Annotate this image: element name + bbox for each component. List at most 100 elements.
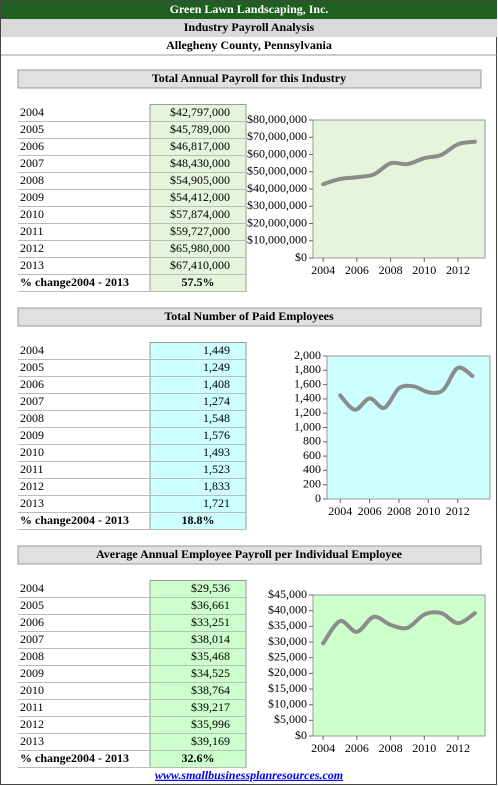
row-label: 2012 xyxy=(20,241,44,255)
value-column xyxy=(149,342,247,530)
row-label: 2009 xyxy=(20,428,44,442)
row-label: 2004 xyxy=(20,105,44,119)
y-tick-label: $45,000 xyxy=(268,587,307,601)
y-tick-label: 600 xyxy=(303,448,321,462)
section-title-box xyxy=(17,69,482,89)
row-label: 2011 xyxy=(20,700,44,714)
row-label: 2007 xyxy=(20,156,44,170)
y-tick-label: $50,000,000 xyxy=(247,164,307,178)
row-value: $54,412,000 xyxy=(170,190,230,204)
section-title: Total Number of Paid Employees xyxy=(164,309,334,323)
x-tick-label: 2004 xyxy=(311,263,335,277)
row-label: 2006 xyxy=(20,615,44,629)
row-label: 2009 xyxy=(20,190,44,204)
x-tick-label: 2012 xyxy=(446,741,470,755)
row-value: $38,764 xyxy=(191,683,230,697)
y-tick-label: 1,000 xyxy=(294,419,321,433)
y-tick-label: $10,000,000 xyxy=(247,233,307,247)
row-label: 2013 xyxy=(20,734,44,748)
company-name: Green Lawn Landscaping, Inc. xyxy=(170,2,329,16)
row-label: 2006 xyxy=(20,377,44,391)
y-tick-label: $5,000 xyxy=(274,712,307,726)
row-value: $36,661 xyxy=(191,598,230,612)
row-value: $33,251 xyxy=(191,615,230,629)
x-tick-label: 2010 xyxy=(412,263,436,277)
row-value: $57,874,000 xyxy=(170,207,230,221)
y-tick-label: $60,000,000 xyxy=(247,146,307,160)
y-tick-label: 1,400 xyxy=(294,391,321,405)
value-column xyxy=(149,580,247,768)
y-tick-label: $80,000,000 xyxy=(247,112,307,126)
y-tick-label: $40,000 xyxy=(268,602,307,616)
series-line xyxy=(321,610,477,646)
x-tick-label: 2006 xyxy=(358,504,382,518)
x-tick-label: 2004 xyxy=(328,504,352,518)
x-tick-label: 2010 xyxy=(412,741,436,755)
row-label: 2007 xyxy=(20,394,44,408)
x-tick-label: 2012 xyxy=(446,504,470,518)
row-label: 2012 xyxy=(20,479,44,493)
row-label: 2004 xyxy=(20,343,44,357)
y-tick-label: $30,000 xyxy=(268,634,307,648)
x-tick-label: 2006 xyxy=(345,263,369,277)
row-value: $48,430,000 xyxy=(170,156,230,170)
row-label: 2010 xyxy=(20,207,44,221)
row-label: % change2004 - 2013 xyxy=(20,513,129,527)
y-tick-label: $20,000,000 xyxy=(247,215,307,229)
section-title: Average Annual Employee Payroll per Indi… xyxy=(96,547,403,561)
row-label: 2007 xyxy=(20,632,44,646)
row-value: $59,727,000 xyxy=(170,224,230,238)
report-title: Industry Payroll Analysis xyxy=(184,20,315,34)
row-value: $35,468 xyxy=(191,649,230,663)
row-label: 2011 xyxy=(20,224,44,238)
y-tick-label: 1,200 xyxy=(294,405,321,419)
y-tick-label: 1,800 xyxy=(294,362,321,376)
row-value: 32.6% xyxy=(182,751,215,765)
x-tick-label: 2008 xyxy=(379,263,403,277)
section-title: Total Annual Payroll for this Industry xyxy=(152,71,346,85)
row-value: $39,217 xyxy=(191,700,230,714)
row-value: 1,408 xyxy=(203,377,230,391)
row-value: 1,493 xyxy=(203,445,230,459)
x-tick-label: 2006 xyxy=(345,741,369,755)
plot-area xyxy=(312,594,486,737)
row-value: $65,980,000 xyxy=(170,241,230,255)
row-label: 2010 xyxy=(20,445,44,459)
row-label: 2009 xyxy=(20,666,44,680)
y-tick-label: $25,000 xyxy=(268,649,307,663)
y-tick-label: 0 xyxy=(315,491,321,505)
y-tick-label: 2,000 xyxy=(294,348,321,362)
row-value: $45,789,000 xyxy=(170,122,230,136)
row-value: $46,817,000 xyxy=(170,139,230,153)
row-label: 2005 xyxy=(20,360,44,374)
footer-link[interactable]: www.smallbusinessplanresources.com xyxy=(155,768,343,782)
row-label: 2012 xyxy=(20,717,44,731)
y-tick-label: $10,000 xyxy=(268,696,307,710)
row-label: 2008 xyxy=(20,411,44,425)
y-tick-label: $15,000 xyxy=(268,681,307,695)
x-tick-label: 2008 xyxy=(379,741,403,755)
row-label: 2013 xyxy=(20,258,44,272)
section-title-box xyxy=(17,307,482,327)
row-label: 2004 xyxy=(20,581,44,595)
plot-area xyxy=(326,355,491,500)
x-tick-label: 2012 xyxy=(446,263,470,277)
y-tick-label: $35,000 xyxy=(268,618,307,632)
row-value: 1,833 xyxy=(203,479,230,493)
row-value: $34,525 xyxy=(191,666,230,680)
title-bar xyxy=(1,19,497,37)
y-tick-label: 200 xyxy=(303,476,321,490)
section-title-box xyxy=(17,545,482,565)
row-value: 1,249 xyxy=(203,360,230,374)
value-column xyxy=(149,104,247,292)
row-value: 1,721 xyxy=(203,496,230,510)
row-label: % change2004 - 2013 xyxy=(20,275,129,289)
x-tick-label: 2004 xyxy=(311,741,335,755)
row-label: 2008 xyxy=(20,649,44,663)
row-value: 1,576 xyxy=(203,428,230,442)
row-value: $54,905,000 xyxy=(170,173,230,187)
row-value: 1,548 xyxy=(203,411,230,425)
y-tick-label: $20,000 xyxy=(268,665,307,679)
